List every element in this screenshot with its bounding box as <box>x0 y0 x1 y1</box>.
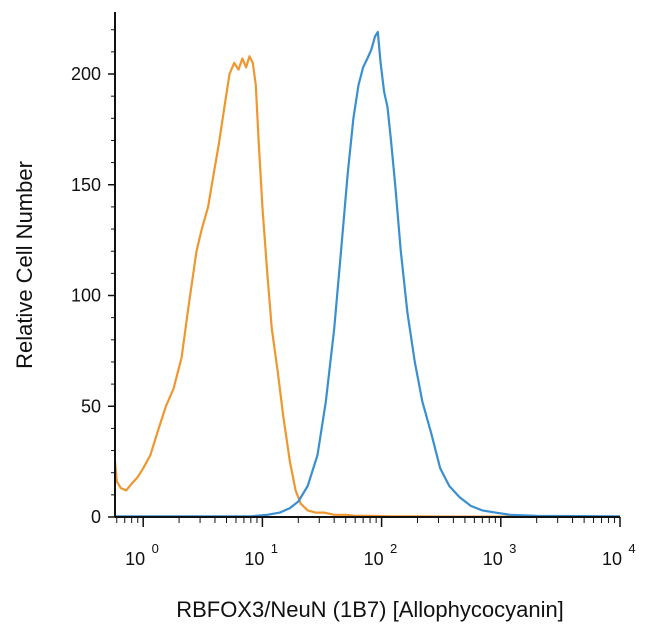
x-tick-exponent-1: 0 <box>152 541 159 556</box>
y-axis-title: Relative Cell Number <box>12 161 37 369</box>
x-axis-title: RBFOX3/NeuN (1B7) [Allophycocyanin] <box>176 597 564 622</box>
x-tick-exponent-10000: 4 <box>628 541 635 556</box>
x-tick-exponent-10: 1 <box>271 541 278 556</box>
y-tick-label-150: 150 <box>71 175 101 195</box>
y-tick-label-0: 0 <box>91 507 101 527</box>
x-tick-label-10000: 10 <box>602 549 622 569</box>
x-tick-exponent-100: 2 <box>390 541 397 556</box>
axes <box>114 12 620 518</box>
y-tick-label-100: 100 <box>71 286 101 306</box>
y-tick-label-50: 50 <box>81 396 101 416</box>
plot-lines <box>113 30 621 518</box>
series-line-2 <box>115 30 621 518</box>
x-tick-label-1000: 10 <box>483 549 503 569</box>
series-line-1 <box>113 55 620 518</box>
x-tick-exponent-1000: 3 <box>509 541 516 556</box>
x-tick-label-100: 10 <box>364 549 384 569</box>
y-tick-label-200: 200 <box>71 64 101 84</box>
x-tick-label-10: 10 <box>244 549 264 569</box>
x-tick-label-1: 10 <box>125 549 145 569</box>
